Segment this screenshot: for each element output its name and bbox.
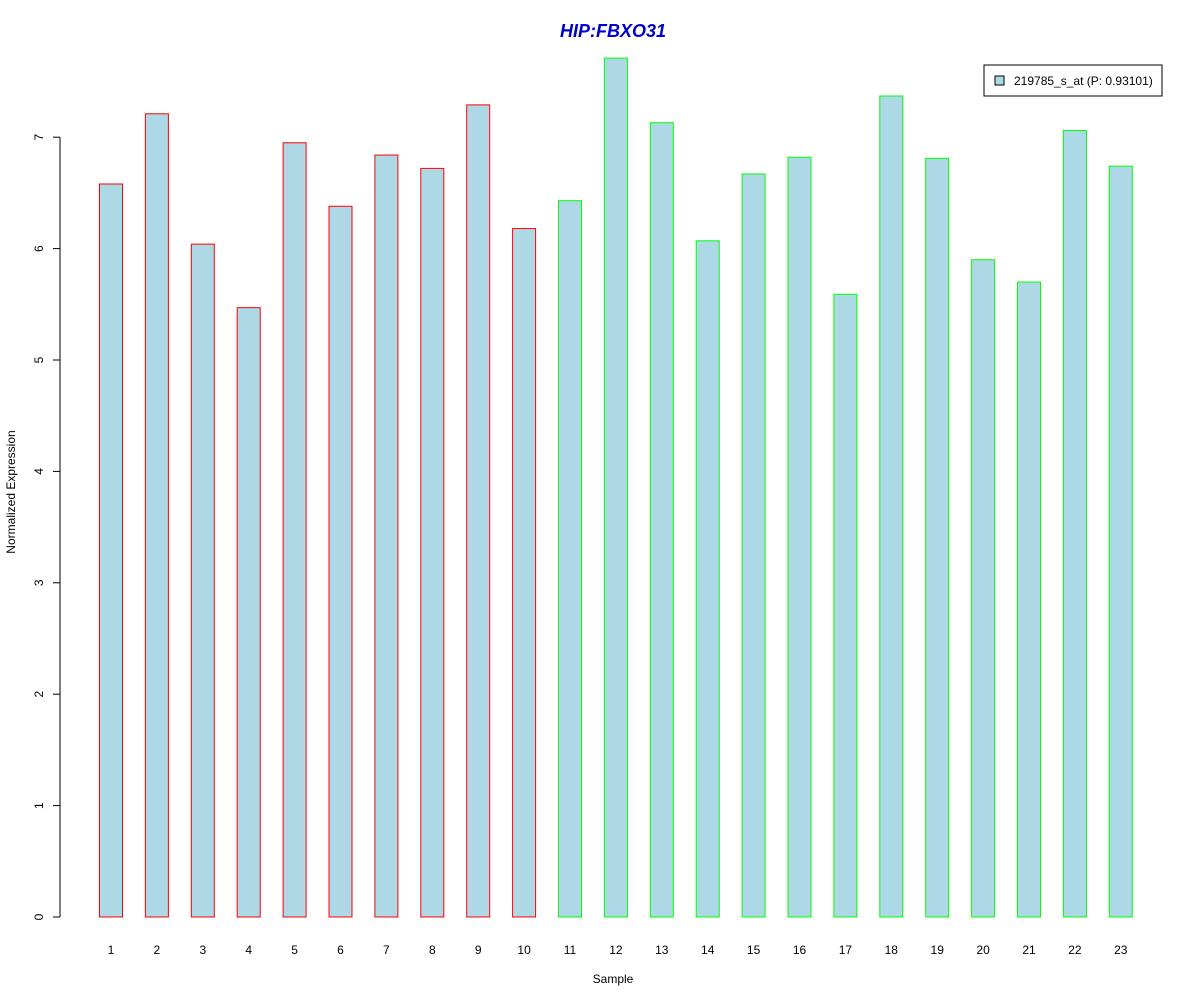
x-tick-label: 9 [475, 943, 482, 957]
x-tick-labels: 1 2 3 4 5 6 7 8 9 10 11 12 13 14 15 16 17 18 19 20 21 22 23 [108, 943, 1128, 957]
y-tick-label: 0 [32, 913, 46, 920]
x-tick-label: 21 [1022, 943, 1036, 957]
x-axis-title: Sample [593, 972, 634, 986]
bar [741, 173, 766, 918]
bar [328, 205, 353, 918]
legend-box [983, 64, 1163, 97]
bar [879, 95, 904, 918]
x-tick-label: 2 [154, 943, 161, 957]
bar [144, 113, 169, 918]
bar [787, 156, 812, 918]
x-tick-label: 7 [383, 943, 390, 957]
x-tick-label: 16 [793, 943, 807, 957]
legend: 219785_s_at (P: 0.93101) [983, 64, 1163, 97]
x-tick-label: 10 [517, 943, 531, 957]
y-tick-label: 1 [32, 802, 46, 809]
x-tick-label: 20 [976, 943, 990, 957]
y-tick-label: 7 [32, 134, 46, 141]
bars [99, 57, 1133, 918]
bar [99, 183, 123, 918]
x-tick-label: 4 [245, 943, 252, 957]
bar [282, 142, 307, 918]
y-tick-label: 4 [32, 468, 46, 475]
x-tick-label: 19 [931, 943, 945, 957]
bar [512, 228, 537, 918]
bar [420, 167, 445, 918]
bar [1108, 165, 1133, 918]
bar [236, 307, 261, 918]
legend-swatch [994, 75, 1005, 86]
x-tick-label: 15 [747, 943, 761, 957]
x-tick-label: 12 [609, 943, 623, 957]
bar [1062, 130, 1087, 918]
x-tick-label: 22 [1068, 943, 1082, 957]
x-tick-label: 5 [291, 943, 298, 957]
x-tick-label: 17 [839, 943, 853, 957]
bar [374, 154, 399, 918]
x-tick-label: 11 [564, 943, 577, 957]
y-axis: 0 1 2 3 4 5 6 7 [32, 134, 61, 920]
y-tick-label: 3 [32, 579, 46, 586]
x-tick-label: 13 [655, 943, 669, 957]
x-tick-label: 1 [108, 943, 115, 957]
bar [1017, 281, 1041, 918]
bar [833, 293, 858, 918]
bar [558, 200, 582, 918]
chart-title: HIP:FBXO31 [560, 21, 666, 41]
y-tick-label: 2 [32, 691, 46, 698]
bar [649, 122, 674, 918]
bar [603, 57, 628, 918]
x-tick-label: 14 [701, 943, 715, 957]
bar [925, 157, 950, 918]
x-tick-label: 6 [337, 943, 344, 957]
y-axis-title: Normalized Expression [4, 430, 18, 553]
bar [466, 104, 491, 918]
bar [971, 259, 996, 918]
legend-entry: 219785_s_at (P: 0.93101) [1014, 74, 1153, 88]
x-tick-label: 3 [199, 943, 206, 957]
x-tick-label: 18 [885, 943, 899, 957]
bar [695, 240, 720, 918]
bar [190, 243, 215, 918]
x-tick-label: 23 [1114, 943, 1128, 957]
y-tick-label: 5 [32, 356, 46, 363]
y-tick-label: 6 [32, 245, 46, 252]
x-tick-label: 8 [429, 943, 436, 957]
